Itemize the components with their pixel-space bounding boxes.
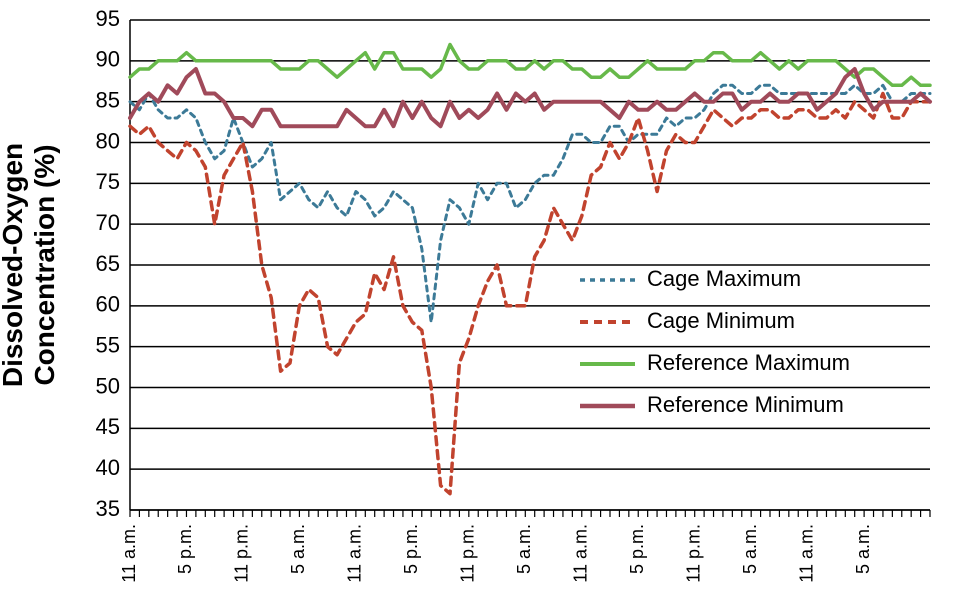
y-axis-label-line2: Concentration (%)	[29, 144, 60, 385]
legend-label: Cage Maximum	[647, 266, 801, 291]
y-tick-label: 95	[96, 6, 120, 31]
x-tick-label: 5 a.m.	[740, 524, 760, 574]
y-axis-label: Dissolved-OxygenConcentration (%)	[0, 143, 60, 387]
y-tick-label: 80	[96, 128, 120, 153]
legend-label: Cage Minimum	[647, 308, 795, 333]
x-tick-label: 11 p.m.	[232, 524, 252, 583]
y-tick-label: 75	[96, 169, 120, 194]
legend-label: Reference Minimum	[647, 392, 844, 417]
x-tick-label: 5 p.m.	[401, 524, 421, 574]
y-axis-label-line1: Dissolved-Oxygen	[0, 143, 28, 387]
line-chart-svg: 35 40 45 50 55 60 65 70 75 80 85 90 95 11 a.m. 5 p.m. 1…	[0, 0, 960, 616]
chart-container: 35 40 45 50 55 60 65 70 75 80 85 90 95 11 a.m. 5 p.m. 1…	[0, 0, 960, 616]
y-tick-label: 50	[96, 373, 120, 398]
x-tick-label: 11 a.m.	[571, 524, 591, 583]
y-tick-label: 45	[96, 414, 120, 439]
legend-label: Reference Maximum	[647, 350, 850, 375]
x-tick-label: 5 a.m.	[853, 524, 873, 574]
y-tick-label: 85	[96, 87, 120, 112]
x-tick-label: 5 a.m.	[514, 524, 534, 574]
x-tick-label: 5 a.m.	[288, 524, 308, 574]
y-tick-label: 60	[96, 292, 120, 317]
x-tick-label: 5 p.m.	[175, 524, 195, 574]
x-tick-label: 11 a.m.	[345, 524, 365, 583]
y-tick-label: 65	[96, 251, 120, 276]
y-tick-label: 40	[96, 455, 120, 480]
x-tick-label: 11 a.m.	[119, 524, 139, 583]
x-tick-label: 11 p.m.	[683, 524, 703, 583]
y-tick-label: 35	[96, 496, 120, 521]
y-tick-label: 70	[96, 210, 120, 235]
x-tick-label: 11 p.m.	[458, 524, 478, 583]
x-tick-label: 5 p.m.	[627, 524, 647, 574]
x-tick-label: 11 a.m.	[796, 524, 816, 583]
y-tick-label: 90	[96, 47, 120, 72]
y-tick-label: 55	[96, 332, 120, 357]
